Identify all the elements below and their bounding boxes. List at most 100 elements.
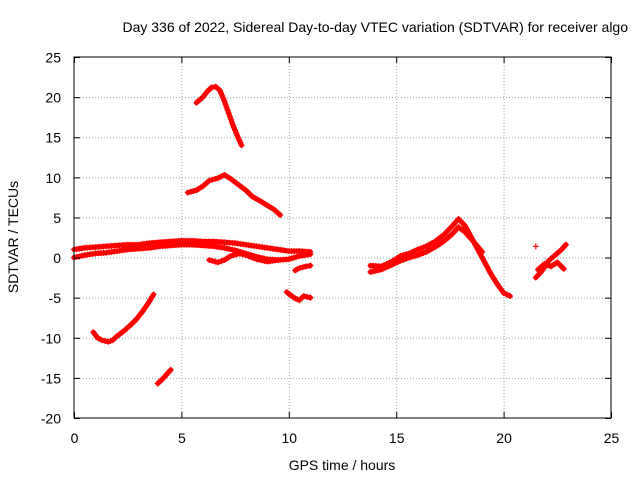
x-tick-label: 10 (282, 430, 298, 446)
data-point (417, 251, 424, 258)
data-point (233, 251, 240, 258)
data-point (102, 338, 109, 344)
data-point (212, 258, 219, 265)
data-point (245, 253, 252, 260)
data-point (230, 252, 237, 259)
data-point (79, 252, 86, 259)
y-tick-label: -10 (41, 330, 61, 346)
data-point (544, 262, 551, 269)
data-point (560, 265, 567, 272)
data-point (190, 188, 197, 194)
y-axis-title: SDTVAR / TECUs (5, 181, 21, 293)
series-arc-main-dip (206, 250, 281, 266)
data-point (233, 130, 240, 136)
data-points (71, 83, 569, 387)
data-point (206, 177, 213, 184)
data-point (409, 253, 415, 260)
data-point (222, 101, 229, 108)
x-axis-title: GPS time / hours (289, 457, 396, 473)
data-point (417, 245, 424, 252)
data-point (209, 257, 216, 264)
data-point (227, 116, 234, 123)
data-point (221, 98, 228, 105)
data-point (218, 173, 225, 180)
data-point (388, 261, 395, 268)
data-point (296, 265, 303, 271)
data-point (187, 188, 194, 195)
data-point (479, 248, 486, 255)
data-point (406, 254, 413, 261)
data-point (220, 95, 227, 102)
y-tick-label: 0 (53, 250, 61, 266)
axis-ticks (74, 57, 612, 419)
x-tick-labels: 0 5 10 15 20 25 (71, 430, 620, 446)
data-point (420, 250, 427, 256)
data-point (403, 255, 410, 262)
data-point (218, 258, 225, 265)
x-tick-label: 5 (178, 430, 186, 446)
series-arc-evening-lower (535, 259, 567, 273)
x-tick-label: 20 (496, 430, 512, 446)
data-point (226, 246, 233, 253)
y-tick-label: 10 (45, 170, 61, 186)
series-arc-late-negative (283, 289, 313, 304)
data-point (248, 254, 255, 261)
data-point (238, 142, 245, 149)
data-point (167, 366, 174, 373)
y-tick-label: 25 (45, 50, 61, 66)
series-arc-ten (184, 171, 283, 218)
data-point (208, 84, 215, 91)
data-point (500, 289, 507, 296)
data-point (219, 92, 226, 99)
data-point (391, 260, 398, 267)
data-point (380, 265, 387, 272)
data-point (411, 247, 418, 254)
y-tick-label: -5 (49, 290, 62, 306)
data-point (375, 267, 382, 274)
data-point (209, 176, 216, 183)
y-tick-label: 15 (45, 130, 61, 146)
data-point (228, 119, 235, 126)
data-point (206, 257, 213, 263)
data-point (229, 246, 236, 253)
data-point (239, 251, 246, 258)
data-point (383, 264, 390, 271)
data-point (400, 256, 407, 263)
data-point (293, 253, 300, 260)
plot-frame (73, 56, 612, 419)
series-arc-low-short (154, 367, 174, 387)
data-point (307, 251, 314, 258)
data-point (414, 252, 421, 259)
data-point (532, 243, 539, 250)
data-point (218, 90, 225, 97)
data-point (420, 244, 427, 251)
data-point (386, 263, 393, 269)
data-point (414, 246, 421, 253)
y-tick-label: 20 (45, 90, 61, 106)
data-point (217, 87, 224, 94)
data-point (394, 259, 401, 266)
series-arc-high-peak (193, 83, 244, 148)
y-tick-label: -20 (41, 411, 61, 427)
series-band (533, 242, 569, 281)
data-point (226, 113, 233, 120)
data-point (256, 256, 263, 263)
data-point (225, 110, 232, 117)
y-tick-labels: -20 -15 -10 -5 0 5 10 15 20 25 (41, 50, 61, 427)
data-point (259, 257, 265, 264)
data-point (242, 252, 249, 259)
data-point (503, 291, 510, 298)
data-point (299, 264, 306, 271)
data-point (541, 261, 548, 267)
series-arc-afternoon-lower (367, 224, 485, 275)
data-point (231, 124, 237, 131)
data-point (507, 293, 514, 300)
data-point (212, 175, 219, 182)
data-point (232, 127, 239, 134)
data-point (224, 107, 231, 114)
data-point (150, 291, 157, 298)
data-point (221, 244, 228, 251)
series-band (367, 224, 485, 275)
x-tick-label: 25 (604, 430, 620, 446)
data-point (224, 245, 230, 252)
